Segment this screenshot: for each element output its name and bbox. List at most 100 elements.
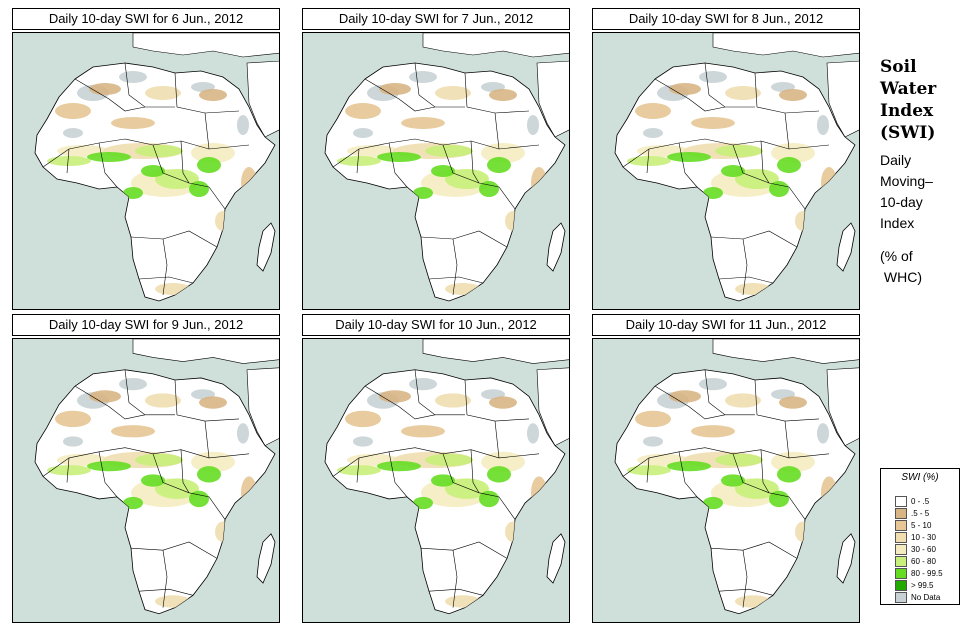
swi-area [89, 390, 121, 403]
madagascar-landmass [836, 533, 856, 584]
country-border [332, 447, 540, 477]
swi-area [135, 453, 183, 467]
swi-area [627, 465, 671, 476]
country-border [420, 541, 508, 559]
swi-area [735, 595, 771, 608]
legend-item: 5 - 10 [895, 520, 957, 532]
legend-swatch [895, 568, 907, 579]
country-border [742, 238, 748, 296]
country-border [494, 420, 500, 458]
country-border [704, 369, 755, 416]
swi-area [241, 167, 257, 199]
country-border [174, 379, 240, 422]
swi-area [487, 466, 511, 483]
swi-area [401, 117, 445, 129]
swi-area [479, 181, 499, 197]
no-data-area [817, 423, 829, 444]
country-border [162, 238, 168, 296]
country-border [356, 148, 360, 174]
swi-area [345, 410, 381, 428]
no-data-area [237, 115, 249, 135]
swi-area [489, 89, 517, 101]
no-data-area [527, 423, 539, 444]
swi-area [377, 152, 421, 162]
swi-area [123, 187, 143, 199]
swi-area [241, 476, 257, 510]
swi-area [87, 152, 131, 162]
swi-overlay [627, 71, 837, 295]
side-caption: Soil Water Index (SWI) Daily Moving– 10-… [880, 56, 965, 288]
swi-area [703, 187, 723, 199]
legend-title: SWI (%) [901, 472, 939, 483]
swi-area [445, 283, 481, 295]
swi-area [771, 451, 815, 473]
country-border [678, 142, 698, 188]
country-border [180, 140, 190, 184]
country-border [124, 62, 175, 108]
country-border [464, 72, 530, 114]
swi-area [431, 474, 455, 487]
country-border [98, 142, 118, 188]
legend-item: No Data [895, 592, 957, 604]
panel-title: Daily 10-day SWI for 6 Jun., 2012 [12, 8, 280, 30]
country-border [356, 457, 360, 483]
swi-area [87, 460, 131, 472]
swi-area [425, 145, 473, 157]
country-border [428, 276, 484, 284]
legend-item: 80 - 99.5 [895, 568, 957, 580]
swi-area [189, 490, 209, 508]
swi-area [377, 460, 421, 472]
swi-area [627, 156, 671, 166]
swi-area [635, 410, 671, 428]
swi-area [111, 117, 155, 129]
swi-area [345, 103, 381, 119]
legend-item: 10 - 30 [895, 532, 957, 544]
europe-landmass [422, 33, 569, 58]
europe-landmass [132, 33, 279, 58]
swi-area [215, 521, 231, 542]
country-border [162, 550, 168, 608]
country-border [452, 550, 458, 608]
country-border [754, 379, 820, 422]
legend-swatch [895, 580, 907, 591]
europe-landmass [712, 339, 859, 364]
swi-area [199, 396, 227, 409]
side-title: Soil Water Index (SWI) [880, 57, 937, 143]
africa-map [12, 338, 280, 623]
swi-area [431, 165, 455, 177]
swi-area [769, 490, 789, 508]
swi-area [505, 521, 521, 542]
madagascar-landmass [546, 222, 566, 272]
swi-area [435, 86, 471, 100]
country-border [130, 230, 218, 248]
swi-area [821, 476, 837, 510]
legend: SWI (%) 0 - .5 .5 - 5 5 - 10 10 - 30 30 … [880, 468, 960, 605]
europe-landmass [712, 33, 859, 58]
swi-area [505, 211, 521, 231]
swi-area [669, 83, 701, 95]
swi-area [215, 211, 231, 231]
africa-map [592, 338, 860, 623]
swi-area [777, 466, 801, 483]
swi-area [479, 490, 499, 508]
swi-area [531, 167, 547, 199]
swi-area [189, 181, 209, 197]
swi-area [155, 283, 191, 295]
swi-area [135, 145, 183, 157]
no-data-area [409, 71, 437, 83]
country-border [124, 369, 175, 416]
swi-area [691, 425, 735, 438]
swi-area [795, 211, 811, 231]
swi-area [199, 89, 227, 101]
country-border [66, 148, 70, 174]
country-border [204, 420, 210, 458]
country-border [646, 457, 650, 483]
no-data-area [643, 436, 663, 447]
swi-area [379, 83, 411, 95]
swi-area [487, 157, 511, 173]
swi-area [715, 145, 763, 157]
africa-map [12, 32, 280, 310]
no-data-area [63, 436, 83, 447]
country-border [622, 447, 830, 477]
panel-title: Daily 10-day SWI for 8 Jun., 2012 [592, 8, 860, 30]
